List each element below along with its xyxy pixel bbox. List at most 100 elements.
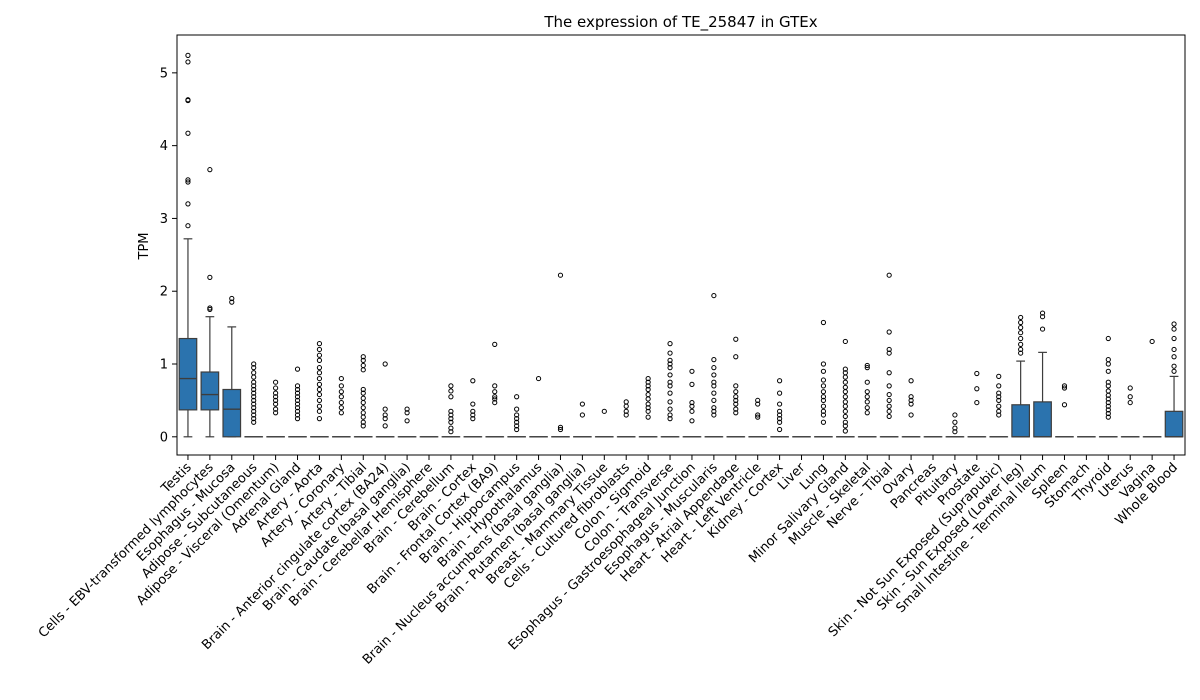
outlier-point [996, 394, 1002, 400]
outlier-point [316, 365, 323, 371]
outlier-point [777, 408, 783, 414]
outlier-point [382, 361, 388, 367]
outlier-point [689, 408, 695, 414]
outlier-point [1171, 326, 1177, 332]
outlier-point [294, 366, 301, 372]
outlier-point [886, 346, 892, 353]
outlier-point [733, 394, 739, 400]
outlier-point [996, 412, 1002, 418]
outlier-point [645, 405, 651, 411]
outlier-point [273, 390, 279, 396]
outlier-point [448, 394, 454, 400]
outlier-point [294, 383, 301, 389]
outlier-point [360, 386, 366, 393]
outlier-point [360, 423, 366, 429]
outlier-point [338, 399, 344, 406]
outlier-point [185, 201, 191, 207]
outlier-point [820, 403, 827, 409]
outlier-point [842, 338, 848, 345]
outlier-point [448, 416, 454, 422]
outlier-point [777, 390, 783, 396]
outlier-point [338, 375, 344, 382]
outlier-point [514, 423, 520, 429]
outlier-point [251, 416, 257, 422]
outlier-point [755, 397, 761, 404]
outlier-point [470, 378, 476, 384]
outlier-point [645, 396, 651, 402]
outlier-point [251, 412, 257, 418]
box-1 [200, 371, 220, 411]
outlier-point [448, 425, 454, 431]
outlier-point [974, 370, 980, 377]
outlier-point [974, 386, 980, 392]
outlier-point [733, 389, 739, 395]
outlier-point [711, 383, 717, 389]
outlier-point [952, 429, 958, 435]
outlier-point [251, 383, 257, 389]
outlier-point [711, 412, 717, 418]
outlier-point [514, 412, 520, 418]
outlier-point [338, 383, 344, 389]
outlier-point [294, 412, 301, 418]
outlier-point [820, 377, 827, 383]
outlier-point [886, 408, 892, 414]
outlier-point [316, 346, 323, 353]
outlier-point [557, 424, 564, 430]
outlier-point [251, 419, 257, 425]
outlier-point [557, 426, 564, 433]
outlier-point [1171, 335, 1177, 342]
outlier-point [842, 389, 848, 395]
outlier-point [820, 394, 827, 400]
outlier-point [185, 52, 191, 58]
outlier-point [623, 403, 629, 409]
outlier-point [974, 399, 980, 406]
outlier-point [251, 365, 257, 371]
outlier-point [886, 391, 892, 398]
outlier-point [996, 403, 1002, 409]
outlier-point [777, 378, 783, 384]
outlier-point [733, 383, 739, 389]
outlier-point [842, 408, 848, 414]
outlier-point [996, 390, 1002, 396]
outlier-point [382, 416, 388, 422]
outlier-point [908, 401, 914, 407]
outlier-point [273, 406, 279, 412]
outlier-point [1105, 335, 1111, 342]
outlier-point [864, 365, 870, 371]
outlier-point [1018, 319, 1024, 326]
outlier-point [689, 399, 695, 406]
outlier-point [360, 399, 366, 406]
outlier-point [514, 426, 520, 433]
outlier-point [360, 405, 366, 411]
outlier-point [382, 406, 388, 412]
outlier-point [908, 378, 914, 384]
outlier-point [842, 374, 848, 380]
outlier-point [645, 375, 651, 382]
outlier-point [229, 295, 235, 302]
outlier-point [842, 428, 848, 434]
outlier-point [842, 399, 848, 405]
outlier-point [579, 412, 585, 418]
outlier-point [777, 412, 783, 418]
outlier-point [492, 389, 498, 395]
outlier-point [316, 386, 323, 393]
outlier-point [251, 401, 257, 407]
outlier-point [360, 410, 366, 416]
outlier-point [1105, 399, 1111, 406]
outlier-point [294, 401, 301, 407]
outlier-point [316, 370, 323, 376]
outlier-point [820, 419, 827, 425]
outlier-point [711, 397, 717, 404]
outlier-point [711, 390, 717, 396]
outlier-point [1105, 410, 1111, 417]
outlier-point [842, 384, 848, 390]
outlier-point [338, 410, 344, 416]
outlier-point [360, 390, 366, 396]
outlier-point [273, 410, 279, 416]
outlier-point [908, 394, 914, 400]
outlier-point [1018, 346, 1024, 353]
outlier-point [864, 410, 870, 416]
outlier-point [448, 412, 454, 418]
outlier-point [711, 357, 717, 363]
outlier-point [382, 423, 388, 429]
